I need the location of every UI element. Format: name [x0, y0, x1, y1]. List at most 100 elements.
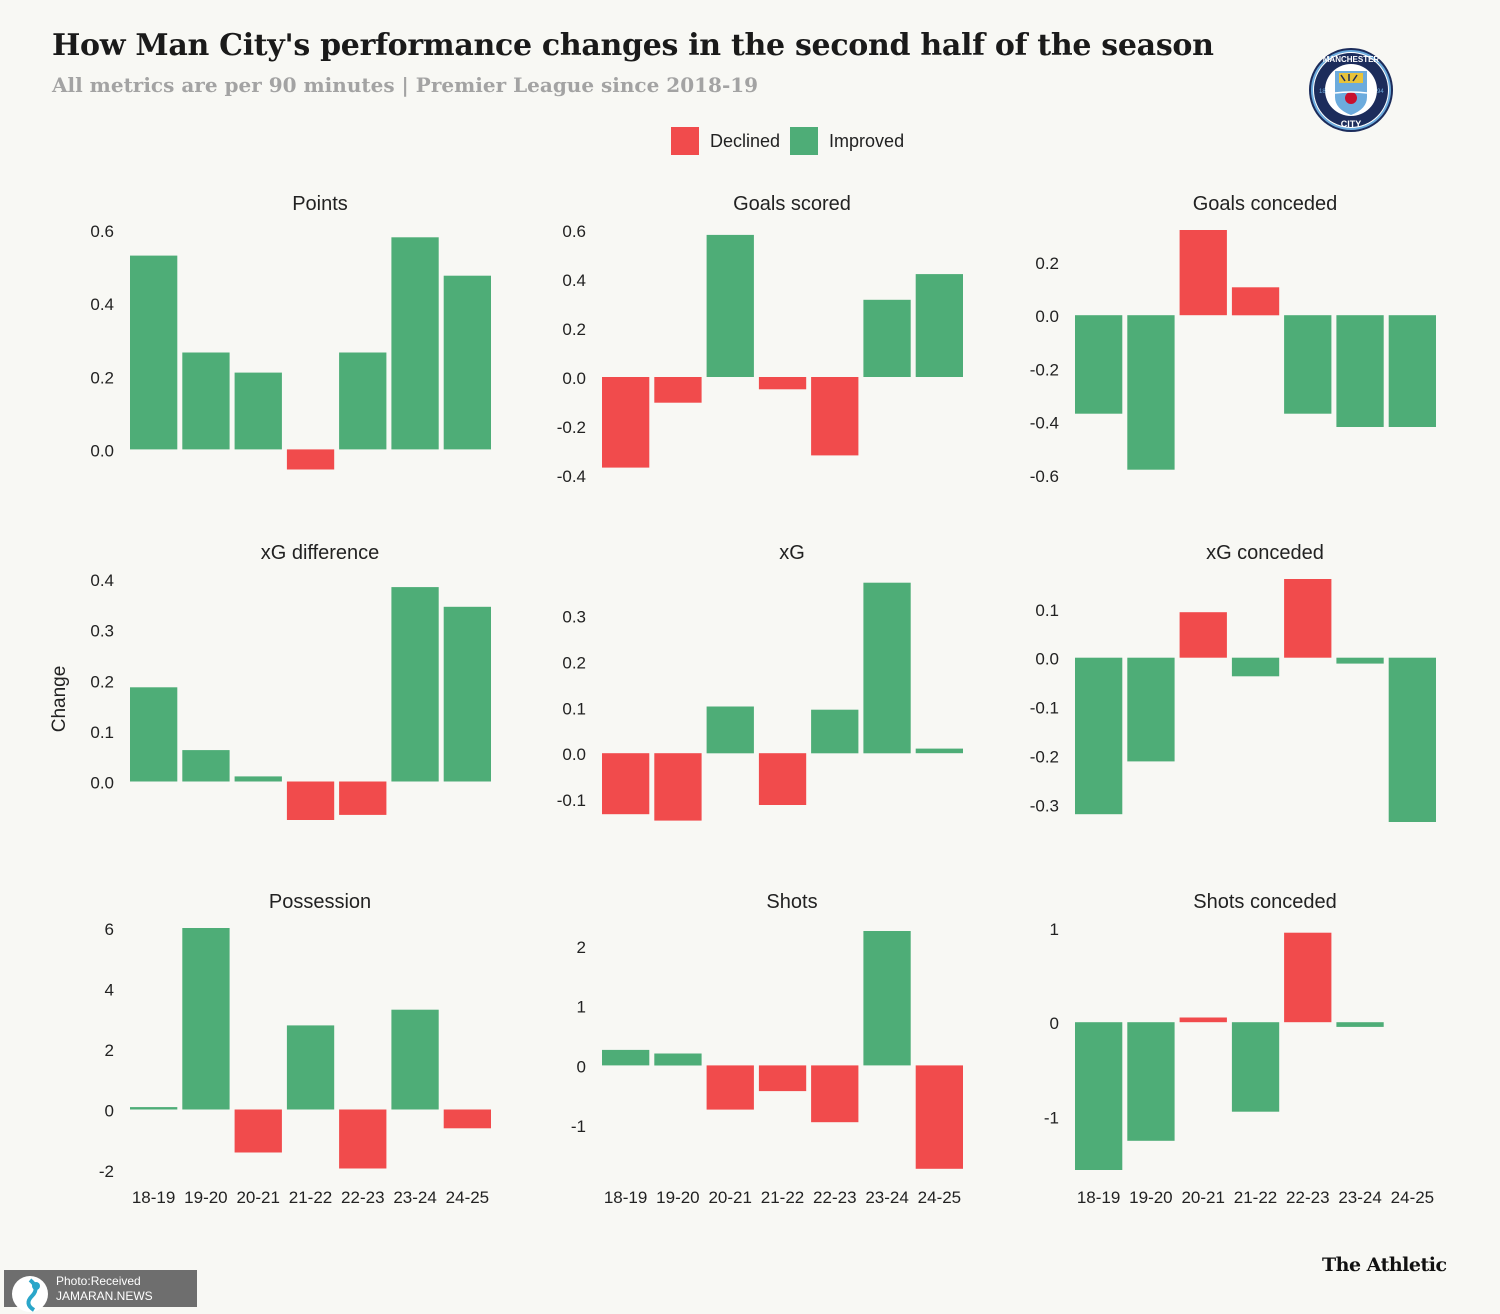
badge-num-left: 18	[1319, 89, 1326, 95]
bar-18-19	[602, 753, 650, 815]
y-tick-label: -0.4	[1030, 414, 1059, 433]
y-tick-label: 0.1	[90, 723, 114, 742]
bar-19-20	[654, 1053, 702, 1066]
bar-22-23	[811, 709, 859, 754]
badge-bottom-text: CITY	[1341, 119, 1362, 129]
y-tick-label: 0.3	[90, 622, 114, 641]
bar-19-20	[654, 753, 702, 821]
y-tick-label: -0.2	[1030, 748, 1059, 767]
bar-23-24	[1336, 315, 1384, 427]
panel-points: Points 0.0 0.2 0.4 0.6	[90, 193, 491, 470]
bar-22-23	[811, 377, 859, 456]
panel-xg-conceded: xG conceded -0.3 -0.2 -0.1 0.0 0.1	[1030, 542, 1436, 822]
bar-19-20	[654, 377, 702, 403]
y-tick-label: 2	[105, 1041, 114, 1060]
chart-subtitle: All metrics are per 90 minutes | Premier…	[52, 73, 759, 97]
bar-24-25	[443, 606, 491, 782]
photo-credit-line1: Photo:Received	[56, 1274, 141, 1288]
y-tick-label: 0.2	[562, 654, 586, 673]
bar-20-21	[706, 234, 754, 377]
y-tick-label: 0.2	[90, 368, 114, 387]
bar-18-19	[1075, 315, 1123, 414]
bar-24-25	[1388, 315, 1436, 427]
panel-possession: Possession -2 0 2 4 6 18-19 19-20 20-21 21-22 22-2…	[99, 891, 491, 1207]
bar-22-23	[1284, 579, 1332, 658]
panel-title: Goals scored	[733, 193, 851, 215]
bar-24-25	[443, 275, 491, 450]
y-tick-label: -0.4	[557, 467, 586, 486]
bar-18-19	[130, 255, 178, 450]
bar-19-20	[182, 928, 230, 1110]
y-tick-label: -0.2	[1030, 360, 1059, 379]
x-tick-label: 23-24	[865, 1188, 908, 1207]
legend-label-declined: Declined	[710, 130, 781, 151]
bar-22-23	[339, 1109, 387, 1169]
panel-title: xG conceded	[1206, 542, 1324, 564]
y-tick-label: 0.0	[1035, 307, 1059, 326]
panel-goals-conceded: Goals conceded -0.6 -0.4 -0.2 0.0 0.2	[1030, 193, 1436, 486]
bar-21-22	[758, 753, 807, 805]
bar-18-19	[602, 1049, 650, 1066]
bar-23-24	[391, 237, 439, 450]
x-tick-label: 22-23	[813, 1188, 856, 1207]
panel-xg-difference: xG difference 0.0 0.1 0.2 0.3 0.4	[90, 542, 491, 820]
photo-credit-line2: JAMARAN.NEWS	[56, 1289, 153, 1303]
y-tick-label: 0	[1050, 1014, 1059, 1033]
y-tick-label: 1	[577, 998, 586, 1017]
bar-21-22	[1231, 657, 1280, 677]
panel-goals-scored: Goals scored -0.4 -0.2 0.0 0.2 0.4 0.6	[557, 193, 963, 486]
bar-18-19	[602, 377, 650, 468]
y-tick-label: 0.4	[90, 295, 114, 314]
badge-num-right: 94	[1377, 89, 1384, 95]
y-tick-label: -1	[571, 1117, 586, 1136]
bar-21-22	[1231, 1022, 1280, 1112]
badge-top-text: MANCHESTER	[1323, 55, 1380, 64]
bar-20-21	[234, 776, 282, 782]
bar-18-19	[1075, 1022, 1123, 1170]
bar-23-24	[863, 582, 911, 754]
bar-20-21	[706, 706, 754, 754]
x-tick-label: 23-24	[393, 1188, 436, 1207]
bar-20-21	[1179, 230, 1227, 316]
y-tick-label: 0.0	[90, 774, 114, 793]
y-tick-label: 6	[105, 920, 114, 939]
bar-18-19	[130, 1107, 178, 1110]
y-tick-label: 0.0	[1035, 650, 1059, 669]
y-tick-label: 2	[577, 938, 586, 957]
y-tick-label: 0.0	[562, 369, 586, 388]
bar-24-25	[915, 274, 963, 377]
y-tick-label: 0.6	[562, 222, 586, 241]
x-tick-label: 20-21	[1181, 1188, 1224, 1207]
x-tick-label: 24-25	[446, 1188, 489, 1207]
y-tick-label: 0.4	[562, 271, 586, 290]
man-city-crest-icon: 18 94 MANCHESTER CITY	[1309, 48, 1393, 132]
x-tick-label: 21-22	[289, 1188, 332, 1207]
legend: Declined Improved	[671, 127, 914, 155]
bar-18-19	[130, 687, 178, 782]
bar-20-21	[1179, 1017, 1227, 1023]
bar-24-25	[915, 748, 963, 754]
y-tick-label: 0.2	[90, 672, 114, 691]
legend-label-improved: Improved	[829, 130, 905, 151]
x-tick-label: 19-20	[184, 1188, 227, 1207]
bar-19-20	[1127, 315, 1175, 470]
bar-22-23	[1284, 315, 1332, 414]
y-tick-label: 0.3	[562, 608, 586, 627]
x-tick-label: 20-21	[708, 1188, 751, 1207]
photo-credit-badge: Photo:Received JAMARAN.NEWS	[4, 1270, 197, 1312]
jamaran-logo-icon	[12, 1276, 48, 1312]
y-tick-label: 4	[105, 981, 114, 1000]
y-tick-label: 1	[1050, 920, 1059, 939]
bar-19-20	[182, 750, 230, 782]
bar-21-22	[758, 1065, 807, 1092]
panel-title: xG	[779, 542, 805, 564]
bar-21-22	[1231, 287, 1280, 316]
x-tick-label: 18-19	[1077, 1188, 1120, 1207]
y-tick-label: -0.6	[1030, 467, 1059, 486]
bar-23-24	[863, 931, 911, 1066]
y-tick-label: 0.2	[1035, 254, 1059, 273]
chart-title: How Man City's performance changes in th…	[52, 28, 1214, 63]
y-tick-label: 0.4	[90, 571, 114, 590]
bar-24-25	[1388, 657, 1436, 822]
